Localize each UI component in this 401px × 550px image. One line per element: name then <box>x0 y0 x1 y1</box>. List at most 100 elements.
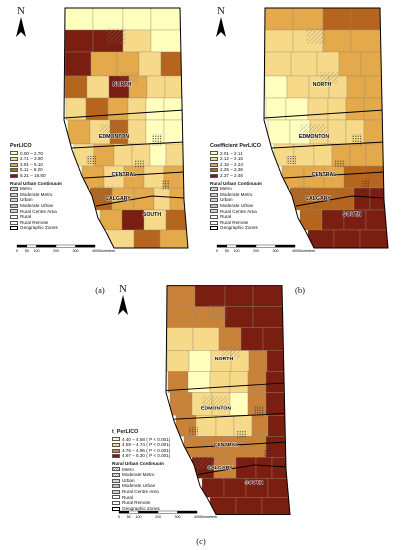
legend-class: 2.71 – 3.90 <box>10 156 80 162</box>
region <box>338 51 362 77</box>
rural-urban-label: Geographic Zones <box>220 225 258 231</box>
region <box>293 143 315 167</box>
region <box>322 29 352 53</box>
region <box>265 392 286 416</box>
rural-urban-label: Rural Centre Area <box>20 208 57 214</box>
scale-tick-label: 200 <box>155 515 161 519</box>
region <box>133 229 161 248</box>
scale-tick-label: 0 <box>216 249 218 253</box>
metro-overlay <box>100 124 126 138</box>
zone-boundary <box>264 109 385 119</box>
rural-urban-item: Metro <box>10 186 80 192</box>
legend-class-label: 0.00 – 2.70 <box>20 150 43 156</box>
region <box>364 75 383 99</box>
legend-class: 2.12 – 2.15 <box>210 156 280 162</box>
region <box>215 415 235 437</box>
scale-segment <box>16 244 27 248</box>
pattern-swatch <box>10 203 18 208</box>
region <box>363 119 384 145</box>
region <box>127 119 147 145</box>
scale-tick-label: 100 <box>136 515 142 519</box>
legend-class: 2.25 – 2.36 <box>210 167 280 173</box>
zone-label: CENTRAL <box>214 442 239 448</box>
scale-tick-label: 50 <box>25 249 29 253</box>
scale-segment <box>75 244 96 248</box>
legend-swatch <box>10 162 18 167</box>
scale-segment <box>36 244 57 248</box>
rural-urban-label: Metro <box>122 466 134 472</box>
region <box>252 306 284 328</box>
scale-tick-label: 50 <box>127 515 131 519</box>
scale-segment <box>26 244 37 248</box>
scale-tick-label: 200 <box>253 249 259 253</box>
urban-overlay <box>254 405 264 418</box>
region <box>251 415 269 437</box>
rural-urban-label: Rural Remote <box>20 219 49 225</box>
region <box>247 371 267 393</box>
scale-segment <box>255 244 276 248</box>
region <box>127 97 147 121</box>
region <box>107 97 129 121</box>
rural-urban-item: Urban <box>10 197 80 203</box>
metro-overlay <box>320 72 338 84</box>
legend-class: 3.91 – 5.10 <box>10 162 80 168</box>
region <box>92 8 124 31</box>
region <box>353 187 371 211</box>
region <box>264 8 294 31</box>
urban-overlay <box>264 449 272 460</box>
rural-urban-item: Rural <box>10 214 80 220</box>
metro-overlay <box>300 124 326 138</box>
region <box>229 392 249 416</box>
zone-boundary <box>173 412 287 420</box>
metro-overlay <box>92 186 114 200</box>
rural-urban-label: Moderate Metro <box>122 472 155 478</box>
north-label: N <box>17 5 25 17</box>
region <box>346 75 366 99</box>
zone-boundary <box>295 195 385 207</box>
scale-segment <box>128 510 139 514</box>
rural-urban-label: Moderate Metro <box>220 191 253 197</box>
rural-urban-item: Geographic Zones <box>112 506 192 512</box>
legend-swatch <box>10 173 18 178</box>
zone-boundary <box>71 141 185 149</box>
rural-urban-item: Urban <box>112 478 192 484</box>
rural-urban-item: Rural Remote <box>112 500 192 506</box>
region <box>327 97 347 121</box>
scale-unit-label: Kilometers <box>298 249 315 253</box>
scale-bar-c: 0 50 100 200 300 400 Kilometers <box>118 510 228 520</box>
zone-boundary <box>95 195 185 207</box>
region <box>322 8 352 31</box>
urban-overlay <box>86 156 96 164</box>
region <box>365 209 387 231</box>
pattern-swatch <box>112 489 120 494</box>
region <box>122 8 152 31</box>
metro-overlay <box>292 186 314 200</box>
north-arrow-icon <box>216 17 226 37</box>
zone-label: CENTRAL <box>112 172 138 178</box>
region <box>369 187 386 211</box>
legend-class-label: 2.37 – 2.46 <box>220 172 243 178</box>
rural-urban-title: Rural Urban Continuum <box>10 180 62 186</box>
metro-overlay <box>194 455 216 469</box>
region <box>64 51 92 77</box>
north-arrow: N <box>214 6 228 37</box>
legend-swatch <box>210 151 218 156</box>
zone-label: SOUTH <box>343 212 361 218</box>
legend-title: Coefficient PerLICO <box>210 143 261 149</box>
zone-label: CALGARY <box>105 196 131 202</box>
pattern-swatch <box>210 220 218 225</box>
legend-swatch <box>10 168 18 173</box>
legend-swatch <box>210 156 218 161</box>
scale-tick-label: 300 <box>175 515 181 519</box>
legend-swatch <box>112 454 120 459</box>
urban-overlay <box>352 134 362 146</box>
region <box>150 8 181 31</box>
map-panel-a: NORTH EDMONTON CENTRAL CALGARY SOUTH N PerLI… <box>2 0 198 272</box>
map-a: NORTH EDMONTON CENTRAL CALGARY SOUTH <box>63 7 189 249</box>
caption-b: (b) <box>295 285 305 295</box>
urban-overlay <box>362 180 370 190</box>
region <box>209 371 231 393</box>
region <box>267 478 289 498</box>
region <box>64 29 94 53</box>
rural-urban-label: Rural Remote <box>220 219 249 225</box>
